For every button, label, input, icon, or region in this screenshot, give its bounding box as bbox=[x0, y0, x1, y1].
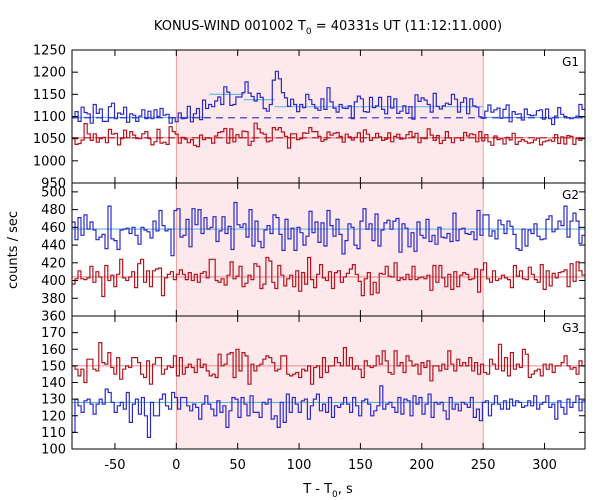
y-tick-label: 150 bbox=[41, 359, 66, 374]
highlight-interval bbox=[176, 50, 484, 183]
y-tick-label: 170 bbox=[41, 326, 66, 341]
panel-label: G2 bbox=[562, 188, 579, 202]
panel-label: G3 bbox=[562, 321, 579, 335]
y-tick-label: 440 bbox=[41, 239, 66, 254]
x-tick-label: 250 bbox=[471, 458, 496, 473]
y-tick-label: 1250 bbox=[33, 44, 66, 59]
y-tick-label: 160 bbox=[41, 343, 66, 358]
series-blue-g1 bbox=[72, 70, 585, 126]
y-tick-label: 500 bbox=[41, 185, 66, 200]
panel-g1: 950 1000 1050 1100 1150 1200 1250 G1 bbox=[33, 44, 586, 192]
x-tick-label: 0 bbox=[172, 458, 180, 473]
series-red-g2 bbox=[72, 256, 585, 298]
x-axis-title: T - T0, s bbox=[302, 482, 353, 500]
y-tick-label: 950 bbox=[41, 177, 66, 192]
series-red-g1 bbox=[72, 122, 585, 149]
chart-title: KONUS-WIND 001002 T0 = 40331s UT (11:12:… bbox=[154, 19, 502, 37]
y-axis-title: counts / sec bbox=[6, 211, 21, 289]
y-tick-label: 460 bbox=[41, 221, 66, 236]
x-tick-label: 100 bbox=[287, 458, 312, 473]
y-tick-label: 100 bbox=[41, 443, 66, 458]
highlight-interval bbox=[176, 316, 484, 449]
series-red-g3 bbox=[72, 342, 585, 385]
y-tick-label: 140 bbox=[41, 376, 66, 391]
y-tick-label: 1100 bbox=[33, 110, 66, 125]
y-tick-label: 110 bbox=[41, 426, 66, 441]
x-tick-label: -50 bbox=[104, 458, 125, 473]
panels: 950100010501100115012001250G136038040042… bbox=[33, 44, 586, 473]
y-tick-label: 1050 bbox=[33, 132, 66, 147]
y-tick-label: 130 bbox=[41, 393, 66, 408]
x-tick-label: 200 bbox=[409, 458, 434, 473]
y-tick-label: 1200 bbox=[33, 66, 66, 81]
series-group bbox=[72, 201, 585, 298]
x-tick-label: 50 bbox=[229, 458, 246, 473]
series-blue-g2 bbox=[72, 201, 585, 257]
x-tick-label: 300 bbox=[532, 458, 557, 473]
y-tick-label: 400 bbox=[41, 274, 66, 289]
y-tick-label: 420 bbox=[41, 256, 66, 271]
panel-label: G1 bbox=[562, 55, 579, 69]
series-group bbox=[72, 342, 585, 438]
x-tick-label: 150 bbox=[348, 458, 373, 473]
y-tick-label: 1150 bbox=[33, 88, 66, 103]
highlight-interval bbox=[176, 183, 484, 316]
y-tick-label: 380 bbox=[41, 292, 66, 307]
y-tick-label: 1000 bbox=[33, 154, 66, 169]
y-tick-label: 120 bbox=[41, 409, 66, 424]
y-tick-label: 480 bbox=[41, 203, 66, 218]
series-group bbox=[72, 70, 585, 149]
series-blue-g3 bbox=[72, 385, 585, 438]
panel-g2: 360 380 400 420 440 460 480 500 G2 bbox=[41, 182, 586, 325]
y-tick-label: 360 bbox=[41, 310, 66, 325]
